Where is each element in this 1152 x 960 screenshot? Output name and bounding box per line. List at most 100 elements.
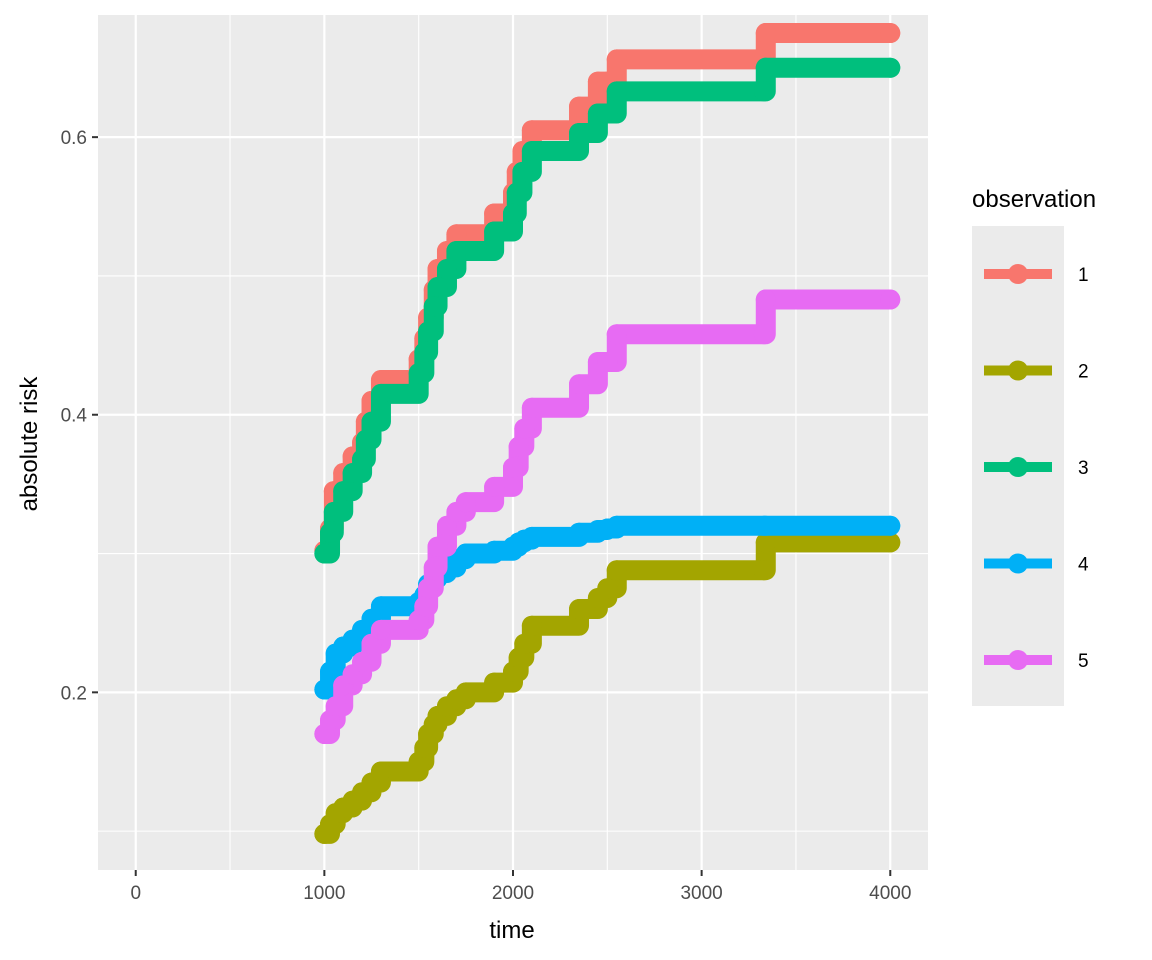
data-point-2 [569,599,590,620]
data-point-3 [333,481,354,502]
data-point-4 [370,596,391,617]
data-point-5 [418,578,439,599]
data-point-3 [370,383,391,404]
data-point-3 [355,429,376,450]
legend-key-point [1008,553,1028,574]
data-point-3 [427,277,448,298]
data-point-3 [606,81,627,102]
x-axis-title: time [489,917,534,944]
data-point-4 [455,543,476,564]
data-point-4 [484,540,505,561]
data-point-3 [506,182,527,203]
x-tick-label: 4000 [869,883,911,904]
data-point-5 [455,492,476,513]
legend-items: 1 2 3 4 5 [984,264,1089,672]
y-axis-tick-labels: 0.2 0.4 0.6 [61,128,88,704]
data-point-5 [514,418,535,439]
data-point-1 [446,224,467,245]
y-tick-label: 0.6 [61,128,87,149]
data-point-3 [880,57,901,78]
data-point-5 [569,374,590,395]
data-point-3 [755,57,776,78]
data-point-5 [325,696,346,717]
data-point-5 [597,351,618,372]
data-point-4 [755,515,776,536]
data-point-5 [414,596,435,617]
y-tick-label: 0.4 [61,406,88,427]
data-point-5 [503,457,523,478]
data-point-2 [514,633,535,654]
data-point-2 [455,682,476,703]
data-point-5 [370,619,391,640]
data-point-1 [484,203,505,224]
data-point-4 [314,679,335,700]
legend-label: 3 [1078,458,1089,479]
x-tick-label: 2000 [492,883,534,904]
series-3 [314,57,901,564]
data-point-3 [314,543,335,564]
data-point-3 [436,259,457,280]
series-2 [314,532,901,844]
data-point-3 [597,103,618,124]
data-point-4 [569,522,590,543]
data-point-5 [508,436,529,457]
legend-item-1: 1 [984,264,1089,286]
data-point-3 [320,522,341,543]
data-point-3 [503,203,523,224]
data-point-5 [423,557,444,578]
data-point-2 [370,761,391,782]
data-point-2 [755,532,776,553]
axis-ticks [92,136,892,876]
data-point-3 [484,221,505,242]
data-point-2 [597,578,618,599]
data-point-1 [569,96,590,117]
legend-label: 4 [1078,555,1089,576]
data-point-5 [755,289,776,310]
data-point-1 [606,49,627,70]
data-point-3 [569,122,590,143]
y-axis-title: absolute risk [16,376,43,512]
data-point-5 [753,324,774,345]
legend-key-point [1008,360,1028,381]
legend-label: 2 [1078,362,1089,383]
data-point-5 [606,324,627,345]
series-layer [314,23,901,844]
data-point-2 [521,615,542,636]
legend: observation 1 2 3 4 5 [972,186,1096,706]
legend-key-point [1008,650,1028,670]
legend-label: 5 [1078,651,1089,672]
legend-item-4: 4 [984,553,1089,576]
data-point-3 [446,240,467,261]
data-point-1 [880,23,901,44]
legend-item-3: 3 [984,457,1089,479]
legend-item-2: 2 [984,360,1089,383]
data-point-5 [521,397,542,418]
data-point-2 [880,532,901,553]
data-point-3 [323,501,344,522]
x-tick-label: 0 [130,883,141,904]
legend-key-point [1008,264,1028,284]
data-point-3 [753,81,774,102]
legend-item-5: 5 [984,650,1089,672]
data-point-4 [606,515,627,536]
data-point-3 [512,161,533,182]
data-point-3 [414,342,435,363]
data-point-4 [880,515,901,536]
data-point-1 [755,23,776,44]
data-point-2 [484,672,505,693]
data-point-3 [418,321,439,342]
series-5 [314,289,901,744]
data-point-3 [352,449,373,470]
legend-key-point [1008,457,1028,477]
x-axis-tick-labels: 0 1000 2000 3000 4000 [130,883,911,904]
data-point-5 [880,289,901,310]
legend-title: observation [972,186,1096,213]
data-point-5 [427,536,448,557]
data-point-3 [361,411,382,432]
data-point-3 [521,141,542,162]
x-tick-label: 3000 [680,883,722,904]
data-point-5 [352,651,373,672]
data-point-4 [320,661,341,682]
data-point-2 [753,560,774,581]
